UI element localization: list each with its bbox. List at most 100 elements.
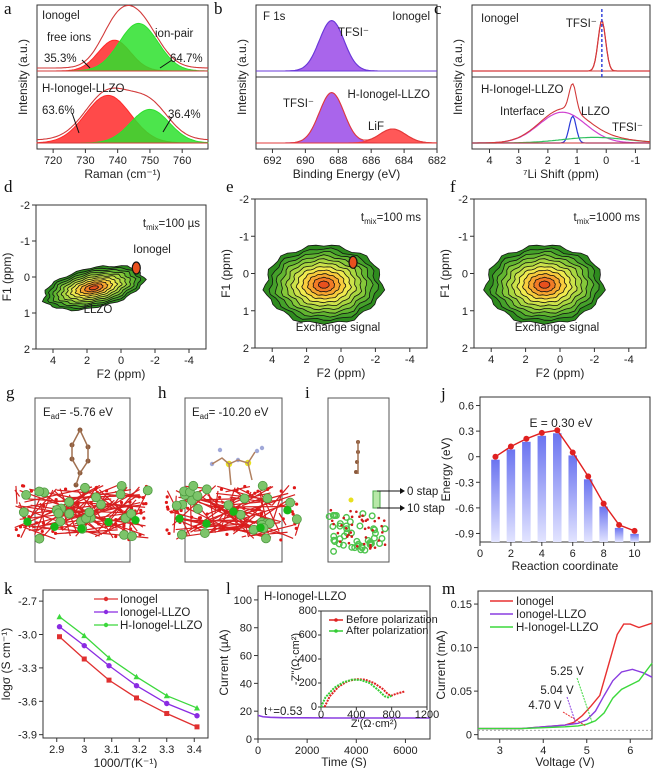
panel-label-e: e	[226, 177, 234, 196]
x-tick-label: -4	[184, 355, 194, 367]
x-tick-label: 4	[540, 745, 546, 757]
oxygen-atom	[259, 512, 264, 516]
energy-bar	[491, 459, 500, 542]
onset-voltage-label: 5.04 V	[540, 685, 574, 697]
y-tick-label: -0.6	[455, 503, 474, 515]
y-tick-label: -2	[458, 194, 468, 206]
lanthanum-atom	[256, 523, 265, 532]
sample-label: H-Ionogel-LLZO	[264, 591, 347, 603]
lanthanum-atom	[50, 522, 59, 532]
x-tick-label: 0	[557, 354, 563, 366]
bond	[224, 499, 283, 506]
bond	[55, 493, 104, 522]
series-line	[59, 636, 198, 728]
x-tick-label: 2	[84, 355, 90, 367]
x-tick-label: 0	[318, 709, 324, 721]
oxygen-atom	[63, 487, 68, 491]
annotation-exchange-signal: Exchange signal	[296, 322, 380, 334]
oxygen-atom	[18, 525, 23, 529]
oxygen-atom	[144, 502, 148, 506]
marker-square	[164, 711, 170, 717]
oxygen-atom	[40, 529, 44, 534]
legend-marker	[103, 622, 109, 628]
y-axis-label: Intensity (a.u.)	[16, 39, 30, 115]
lanthanum-atom	[283, 506, 292, 515]
onset-voltage-label: 5.25 V	[550, 666, 584, 678]
lithium-atom	[285, 497, 296, 508]
oxygen-atom	[367, 526, 370, 529]
marker-triangle	[163, 692, 170, 699]
oxygen-atom	[291, 512, 295, 516]
chart-e: 4 2 0 -2 -4 -2 -1 0 1 2 F2 (ppm) F1 (ppm) tmix=100 m…	[219, 194, 428, 380]
oxygen-atom	[231, 527, 235, 531]
oxygen-atom	[363, 527, 367, 531]
x-tick-label: 2	[508, 548, 514, 560]
oxygen-atom	[380, 524, 383, 528]
panel-label-m: m	[442, 579, 455, 598]
oxygen-atom	[94, 486, 98, 490]
lanthanum-atom	[77, 524, 86, 534]
oxygen-atom	[330, 519, 334, 523]
y-tick-label: 800	[299, 605, 317, 617]
onset-arrow	[566, 696, 577, 725]
x-axis-label: F2 (ppm)	[317, 366, 366, 380]
oxygen-atom	[219, 487, 224, 491]
oxygen-atom	[332, 522, 335, 526]
y-tick-label: 0.15	[451, 599, 472, 611]
bond	[200, 495, 257, 533]
oxygen-atom	[141, 496, 145, 500]
lithium-atom	[171, 500, 182, 511]
simulation-cell	[184, 397, 283, 563]
x-tick-label: 3	[497, 745, 503, 757]
x-tick-label: 0	[603, 155, 609, 167]
bond	[77, 490, 94, 511]
marker-triangle	[56, 613, 63, 620]
lithium-atom	[193, 503, 203, 514]
energy-point	[492, 453, 499, 460]
lithium-atom	[199, 528, 210, 538]
lsv-curve	[478, 668, 653, 730]
lithium-atom	[64, 508, 75, 519]
annotation-exchange-signal: Exchange signal	[515, 322, 599, 334]
oxygen-atom	[368, 547, 372, 550]
y-tick-label: 0	[311, 701, 317, 713]
oxygen-atom	[217, 495, 222, 499]
oxygen-atom	[338, 540, 342, 543]
x-tick-label: 4	[539, 548, 545, 560]
oxygen-atom	[369, 543, 372, 547]
panel-label-i: i	[305, 383, 310, 402]
oxygen-atom	[371, 528, 374, 532]
fluorine-atom	[259, 445, 265, 451]
x-tick-label: 10	[628, 548, 640, 560]
tmix-label: tmix=1000 ms	[574, 212, 641, 226]
marker-triangle	[81, 632, 88, 639]
lithium-atom	[381, 525, 389, 533]
inset-nyquist: 0 400 800 12000200400600800Z'(Ω·cm²)-Z''(Ω·…	[290, 605, 439, 730]
corner-label-f1s: F 1s	[263, 11, 286, 23]
x-tick-label: 0	[477, 548, 483, 560]
bond	[22, 526, 56, 540]
panel-label-l: l	[226, 579, 231, 598]
barrier-label: E = 0.30 eV	[529, 416, 592, 430]
y-tick-label: -3.0	[18, 630, 37, 642]
oxygen-atom	[141, 502, 146, 506]
peak-label-llzo: LLZO	[581, 106, 610, 118]
bond	[62, 508, 71, 537]
y-tick-label: 0	[462, 269, 468, 281]
oxygen-atom	[279, 503, 283, 507]
marker-triangle	[133, 673, 140, 680]
inset-x-axis-label: Z'(Ω·cm²)	[351, 718, 397, 730]
onset-arrow	[576, 677, 593, 723]
y-tick-label: 0	[24, 272, 30, 284]
peak-label-tfsi: TFSI⁻	[612, 122, 643, 134]
y-tick-label: 0	[468, 452, 474, 464]
bond	[19, 490, 145, 536]
onset-arrow	[562, 711, 587, 727]
x-axis-label: ⁷Li Shift (ppm)	[523, 167, 599, 181]
oxygen-atom	[218, 508, 222, 512]
chart-k: 2.9 3 3.1 3.2 3.3 3.4 -2.7 -3.0 -3.3 -3.6 -3.9 1000…	[0, 589, 209, 768]
plot-frame	[42, 589, 209, 739]
oxygen-atom	[329, 508, 333, 512]
oxygen-atom	[377, 539, 381, 542]
x-tick-label: 2	[304, 354, 310, 366]
